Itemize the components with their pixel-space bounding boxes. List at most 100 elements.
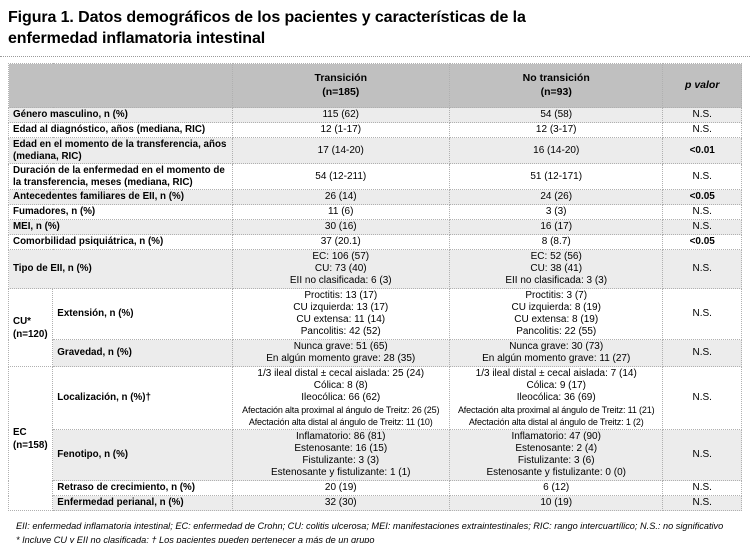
value-line: 30 (16) — [324, 221, 357, 233]
p-value: N.S. — [662, 163, 742, 191]
value-line: CU: 73 (40) — [314, 263, 367, 275]
table-row: Enfermedad perianal, n (%) 32 (30) 10 (19)… — [8, 495, 742, 512]
value-cell-no_transicion: 6 (12) — [448, 480, 664, 497]
value-line: 16 (14-20) — [533, 144, 580, 156]
value-line: Cólica: 8 (8) — [313, 380, 368, 392]
p-value: N.S. — [662, 204, 742, 221]
value-line: Afectación alta proximal al ángulo de Tr… — [457, 405, 655, 416]
footnotes: EII: enfermedad inflamatoria intestinal;… — [16, 519, 740, 543]
row-label: Enfermedad perianal, n (%) — [52, 495, 233, 512]
value-cell-transicion: 54 (12-211) — [231, 163, 450, 191]
value-line: CU izquierda: 8 (19) — [511, 302, 601, 314]
value-line: 54 (12-211) — [315, 170, 367, 182]
value-cell-transicion: 115 (62) — [231, 107, 450, 124]
table-row: Tipo de EII, n (%) EC: 106 (57) CU: 73 (40… — [8, 249, 742, 290]
value-line: CU: 38 (41) — [530, 263, 583, 275]
p-value: N.S. — [662, 366, 742, 431]
value-line: Ileocólica: 36 (69) — [516, 392, 596, 404]
value-cell-no_transicion: Proctitis: 3 (7) CU izquierda: 8 (19) CU e… — [448, 288, 664, 341]
value-line: Proctitis: 13 (17) — [304, 290, 378, 302]
row-label: Antecedentes familiares de EII, n (%) — [8, 189, 233, 206]
table-row: Retraso de crecimiento, n (%) 20 (19) 6 (1… — [9, 480, 742, 497]
value-line: Inflamatorio: 86 (81) — [296, 431, 386, 443]
value-line: CU extensa: 11 (14) — [296, 314, 386, 326]
value-cell-transicion: 1/3 ileal distal ± cecal aislada: 25 (24… — [231, 366, 450, 431]
p-value: <0.05 — [662, 189, 742, 206]
value-cell-no_transicion: 51 (12-171) — [448, 163, 664, 191]
demographics-table: Transición (n=185) No transición (n=93) … — [7, 63, 742, 512]
header-empty-cell — [8, 63, 233, 109]
value-cell-no_transicion: Nunca grave: 30 (73) En algún momento gra… — [448, 339, 664, 368]
section-label: EC (n=158) — [7, 366, 54, 512]
table-row: Género masculino, n (%) 115 (62) 54 (58) N.… — [8, 107, 742, 124]
p-value: N.S. — [662, 288, 742, 341]
value-cell-no_transicion: 8 (8.7) — [448, 234, 664, 251]
table-row: Gravedad, n (%) Nunca grave: 51 (65) En al… — [8, 339, 742, 368]
value-line: EC: 52 (56) — [530, 251, 582, 263]
table-row: Comorbilidad psiquiátrica, n (%) 37 (20.1… — [8, 234, 742, 251]
row-label: Localización, n (%)† — [52, 366, 233, 431]
table-row: MEI, n (%) 30 (16) 16 (17) N.S. — [8, 219, 742, 236]
header-no-transicion: No transición (n=93) — [448, 63, 664, 109]
value-cell-transicion: 17 (14-20) — [231, 137, 450, 165]
value-cell-transicion: Proctitis: 13 (17) CU izquierda: 13 (17) C… — [231, 288, 450, 341]
p-value: N.S. — [662, 219, 742, 236]
value-cell-transicion: 11 (6) — [231, 204, 450, 221]
value-line: Afectación alta proximal al ángulo de Tr… — [242, 405, 440, 416]
value-line: Fistulizante: 3 (3) — [302, 455, 380, 467]
value-line: Estenosante: 16 (15) — [294, 443, 388, 455]
value-cell-no_transicion: EC: 52 (56) CU: 38 (41) EII no clasificada… — [448, 249, 664, 290]
value-line: Pancolitis: 22 (55) — [516, 326, 597, 338]
value-line: Pancolitis: 42 (52) — [300, 326, 381, 338]
value-cell-transicion: Inflamatorio: 86 (81) Estenosante: 16 (15… — [231, 429, 450, 482]
row-label: Fenotipo, n (%) — [52, 429, 233, 482]
value-line: 6 (12) — [543, 482, 570, 494]
row-label: Gravedad, n (%) — [52, 339, 233, 368]
row-label: Duración de la enfermedad en el momento … — [8, 163, 233, 191]
value-line: 12 (3-17) — [535, 124, 577, 136]
value-cell-no_transicion: 16 (14-20) — [448, 137, 664, 165]
value-line: Estenosante y fistulizante: 1 (1) — [270, 467, 411, 479]
value-line: 51 (12-171) — [530, 170, 583, 182]
value-line: 24 (26) — [540, 191, 573, 203]
value-line: Estenosante y fistulizante: 0 (0) — [486, 467, 626, 479]
value-line: CU izquierda: 13 (17) — [293, 302, 389, 314]
table-row: Antecedentes familiares de EII, n (%) 26 … — [8, 189, 742, 206]
value-cell-no_transicion: 1/3 ileal distal ± cecal aislada: 7 (14)… — [448, 366, 664, 431]
value-line: 1/3 ileal distal ± cecal aislada: 7 (14) — [475, 368, 637, 380]
table-row: Duración de la enfermedad en el momento … — [8, 163, 742, 191]
table-row: Fenotipo, n (%) Inflamatorio: 86 (81) Este… — [8, 429, 742, 482]
value-line: 17 (14-20) — [317, 144, 364, 156]
value-line: 16 (17) — [540, 221, 573, 233]
value-line: Fistulizante: 3 (6) — [517, 455, 595, 467]
value-cell-no_transicion: 24 (26) — [448, 189, 664, 206]
value-cell-no_transicion: 3 (3) — [448, 204, 664, 221]
value-line: 1/3 ileal distal ± cecal aislada: 25 (24… — [257, 368, 425, 380]
value-cell-transicion: 37 (20.1) — [231, 234, 450, 251]
value-line: EII no clasificada: 6 (3) — [289, 275, 392, 287]
value-line: Inflamatorio: 47 (90) — [511, 431, 601, 443]
section-label: CU* (n=120) — [7, 288, 54, 368]
value-line: 10 (19) — [540, 497, 573, 509]
value-line: 3 (3) — [545, 206, 567, 218]
value-cell-no_transicion: 16 (17) — [448, 219, 664, 236]
header-p-valor: p valor — [662, 63, 742, 109]
row-label: Fumadores, n (%) — [8, 204, 233, 221]
value-cell-transicion: 30 (16) — [231, 219, 450, 236]
p-value: N.S. — [662, 495, 742, 512]
p-value: N.S. — [662, 429, 742, 482]
value-line: Nunca grave: 51 (65) — [293, 341, 388, 353]
table-row: Edad en el momento de la transferencia, … — [8, 137, 742, 165]
p-value: N.S. — [662, 339, 742, 368]
row-label: Extensión, n (%) — [52, 288, 233, 341]
value-line: 32 (30) — [324, 497, 357, 509]
value-cell-transicion: 32 (30) — [231, 495, 450, 512]
value-cell-transicion: EC: 106 (57) CU: 73 (40) EII no clasificad… — [231, 249, 450, 290]
header-transicion: Transición (n=185) — [231, 63, 450, 109]
p-value: N.S. — [662, 122, 742, 139]
value-cell-transicion: Nunca grave: 51 (65) En algún momento gra… — [231, 339, 450, 368]
table-row: Edad al diagnóstico, años (mediana, RIC)… — [8, 122, 742, 139]
title-divider — [0, 56, 750, 58]
p-value: <0.05 — [662, 234, 742, 251]
